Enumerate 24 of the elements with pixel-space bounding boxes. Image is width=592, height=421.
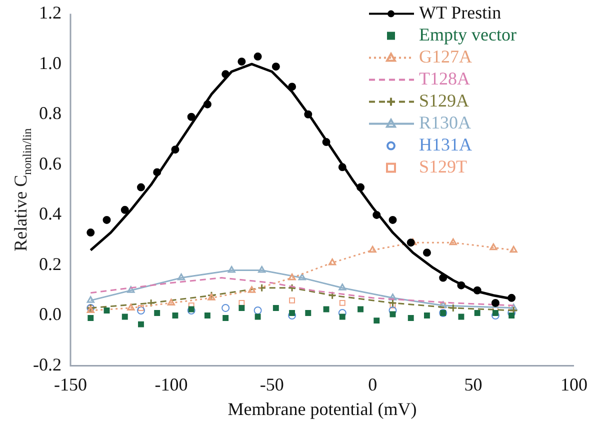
y-tick-label: -0.2 (32, 354, 62, 375)
legend-label: H131A (419, 134, 472, 155)
y-tick-label: 0.0 (38, 304, 62, 324)
legend-label: S129A (419, 90, 470, 111)
legend-label: R130A (419, 112, 472, 133)
legend-label: S129T (419, 156, 468, 177)
y-tick-label: 1.0 (38, 52, 62, 73)
y-tick-label: 0.8 (38, 103, 62, 124)
legend-label: G127A (419, 46, 472, 67)
x-tick-label: 100 (560, 374, 588, 394)
y-tick-label: 1.2 (38, 2, 62, 23)
x-tick-label: -50 (260, 374, 284, 394)
y-tick-label: 0.2 (38, 254, 62, 274)
legend-label: Empty vector (419, 24, 516, 45)
y-axis-title: Relative Cnonlin/lin (10, 128, 34, 252)
legend-label: T128A (419, 68, 470, 89)
y-tick-label: 0.4 (38, 204, 62, 224)
y-tick-label: 0.6 (38, 153, 62, 174)
x-tick-label: 50 (464, 374, 482, 394)
legend-label: WT Prestin (419, 2, 502, 23)
x-axis-title: Membrane potential (mV) (228, 398, 417, 419)
x-tick-label: 0 (368, 374, 378, 394)
x-tick-label: -100 (154, 374, 188, 394)
x-tick-label: -150 (54, 374, 87, 394)
